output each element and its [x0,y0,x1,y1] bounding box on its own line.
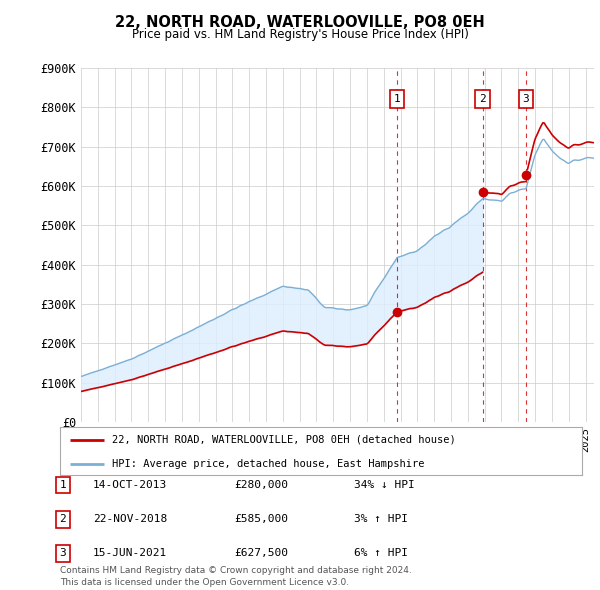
Text: 2: 2 [59,514,67,524]
Text: 6% ↑ HPI: 6% ↑ HPI [354,549,408,558]
Text: Price paid vs. HM Land Registry's House Price Index (HPI): Price paid vs. HM Land Registry's House … [131,28,469,41]
Text: 14-OCT-2013: 14-OCT-2013 [93,480,167,490]
Text: 3% ↑ HPI: 3% ↑ HPI [354,514,408,524]
Text: 2: 2 [479,94,486,104]
Text: £280,000: £280,000 [234,480,288,490]
Text: 22-NOV-2018: 22-NOV-2018 [93,514,167,524]
Text: 1: 1 [394,94,400,104]
Text: HPI: Average price, detached house, East Hampshire: HPI: Average price, detached house, East… [112,459,425,469]
Text: 3: 3 [523,94,529,104]
Text: 1: 1 [59,480,67,490]
Text: 22, NORTH ROAD, WATERLOOVILLE, PO8 0EH (detached house): 22, NORTH ROAD, WATERLOOVILLE, PO8 0EH (… [112,435,456,445]
Text: £585,000: £585,000 [234,514,288,524]
Text: 22, NORTH ROAD, WATERLOOVILLE, PO8 0EH: 22, NORTH ROAD, WATERLOOVILLE, PO8 0EH [115,15,485,30]
Text: 15-JUN-2021: 15-JUN-2021 [93,549,167,558]
Text: 34% ↓ HPI: 34% ↓ HPI [354,480,415,490]
Text: Contains HM Land Registry data © Crown copyright and database right 2024.
This d: Contains HM Land Registry data © Crown c… [60,566,412,587]
Text: £627,500: £627,500 [234,549,288,558]
Text: 3: 3 [59,549,67,558]
